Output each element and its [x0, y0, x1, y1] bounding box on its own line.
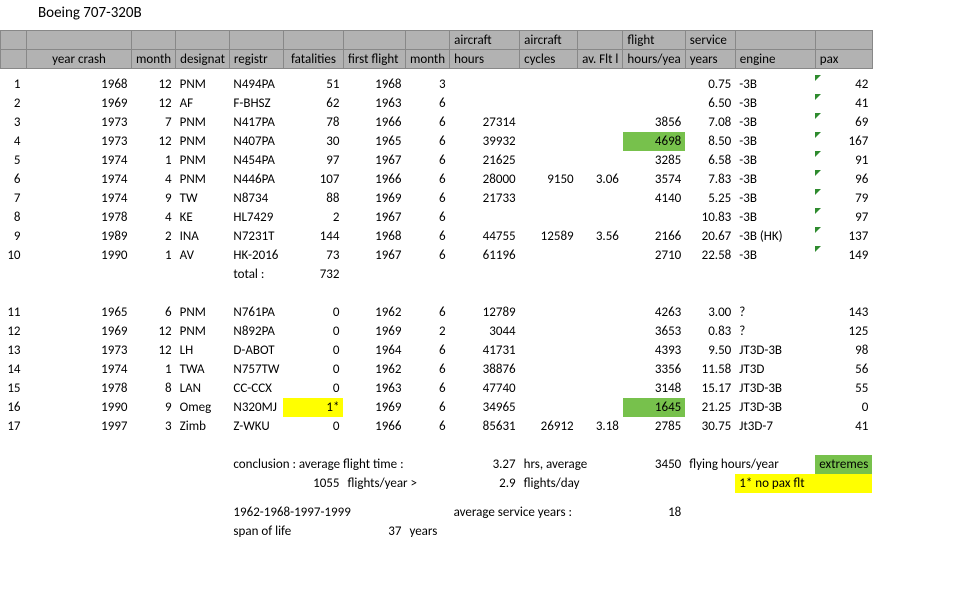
footer-row-1: conclusion : average flight time : 3.27 … [1, 455, 873, 474]
table-row[interactable]: 1419741TWAN757TW01962638876335611.58JT3D… [1, 360, 873, 379]
total-label: total : [229, 265, 283, 284]
table-row[interactable]: 519741PNMN454PA97196762162532856.58-3B91 [1, 151, 873, 170]
total-row: total : 732 [1, 265, 873, 284]
data-table: aircraft aircraft flight service year cr… [0, 30, 873, 541]
table-row[interactable]: 1196812PNMN494PA51196830.75-3B42 [1, 75, 873, 94]
table-row[interactable]: 12196912PNMN892PA019692304436530.83?125 [1, 322, 873, 341]
hdr-hours: hours [450, 50, 520, 69]
hdr-svc: years [685, 50, 735, 69]
hdr-top-fhy: flight [623, 31, 685, 50]
hdr-avflt: av. Flt l [578, 50, 623, 69]
table-row[interactable]: 919892INAN7231T1441968644755125893.56216… [1, 227, 873, 246]
table-row[interactable]: 319737PNMN417PA78196662731438567.08-3B69 [1, 113, 873, 132]
table-row[interactable]: 13197312LHD-ABOT0196464173143939.50JT3D-… [1, 341, 873, 360]
table-row[interactable]: 1519788LANCC-CCX01963647740314815.17JT3D… [1, 379, 873, 398]
legend-nopax: 1* no pax flt [735, 474, 872, 493]
hdr-top-cycles: aircraft [520, 31, 578, 50]
footer-row-2: 1055 flights/year > 2.9 flights/day 1* n… [1, 474, 873, 493]
table-row[interactable]: 2196912AFF-BHSZ62196366.50-3B41 [1, 94, 873, 113]
table-row[interactable]: 1019901AVHK-2016731967661196271022.58-3B… [1, 246, 873, 265]
table-row[interactable]: 1619909OmegN320MJ1*1969634965164521.25JT… [1, 398, 873, 417]
table-row[interactable]: 619744PNMN446PA107196662800091503.063574… [1, 170, 873, 189]
footer-row-4: span of life 37 years [1, 522, 873, 541]
header-row-main: year crash month designat registr fatali… [1, 50, 873, 69]
hdr-eng: engine [735, 50, 815, 69]
header-row-top: aircraft aircraft flight service [1, 31, 873, 50]
hdr-fat: fatalities [283, 50, 343, 69]
hdr-month: month [132, 50, 176, 69]
hdr-fhy: hours/yea [623, 50, 685, 69]
hdr-ffm: month [405, 50, 449, 69]
hdr-ff: first flight [343, 50, 405, 69]
hdr-year: year crash [27, 50, 132, 69]
hdr-cycles: cycles [520, 50, 578, 69]
table-row[interactable]: 1119656PNMN761PA0196261278942633.00?143 [1, 303, 873, 322]
table-row[interactable]: 4197312PNMN407PA30196563993246988.50-3B1… [1, 132, 873, 151]
legend-extremes: extremes [815, 455, 872, 474]
hdr-reg: registr [229, 50, 283, 69]
hdr-top-svc: service [685, 31, 735, 50]
hdr-top-hours: aircraft [450, 31, 520, 50]
page-title: Boeing 707-320B [38, 4, 142, 22]
hdr-desig: designat [176, 50, 230, 69]
table-row[interactable]: 1719973ZimbZ-WKU01966685631269123.182785… [1, 417, 873, 436]
footer-row-3: 1962-1968-1997-1999 average service year… [1, 503, 873, 522]
table-row[interactable]: 719749TWN873488196962173341405.25-3B79 [1, 189, 873, 208]
hdr-pax: pax [815, 50, 872, 69]
total-value: 732 [283, 265, 343, 284]
table-row[interactable]: 819784KEHL742921967610.83-3B97 [1, 208, 873, 227]
